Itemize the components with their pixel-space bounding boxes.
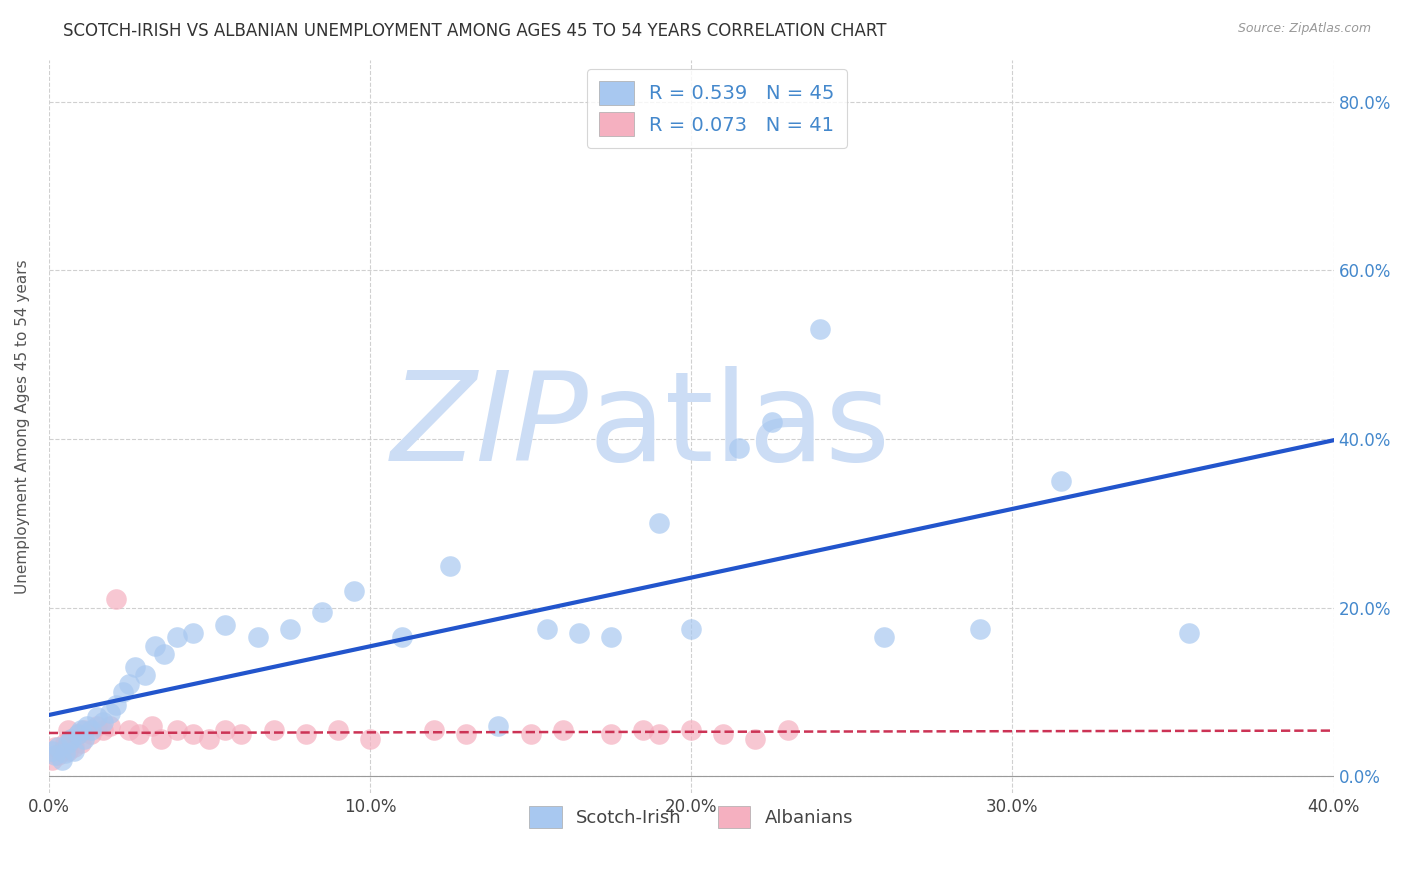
Point [79,723,101,737]
Point [519,727,541,741]
Point [231,727,253,741]
Point [166,630,188,644]
Point [98,706,121,721]
Point [70,723,93,737]
Text: SCOTCH-IRISH VS ALBANIAN UNEMPLOYMENT AMONG AGES 45 TO 54 YEARS CORRELATION CHAR: SCOTCH-IRISH VS ALBANIAN UNEMPLOYMENT AM… [63,22,887,40]
Point [198,731,221,746]
Point [181,727,204,741]
Point [134,668,156,682]
Point [111,685,134,699]
Point [118,676,141,690]
Legend: Scotch-Irish, Albanians: Scotch-Irish, Albanians [522,799,860,836]
Point [343,583,366,598]
Point [53,746,76,760]
Point [359,731,381,746]
Point [326,723,349,737]
Point [391,630,413,644]
Point [776,723,799,737]
Point [536,622,558,636]
Point [44,748,66,763]
Point [648,516,671,531]
Point [44,739,66,754]
Point [648,727,671,741]
Point [51,744,73,758]
Point [681,622,703,636]
Point [98,719,121,733]
Point [599,727,621,741]
Y-axis label: Unemployment Among Ages 45 to 54 years: Unemployment Among Ages 45 to 54 years [15,260,30,594]
Point [551,723,574,737]
Point [568,626,591,640]
Point [66,727,89,741]
Point [105,698,128,712]
Point [48,739,70,754]
Point [969,622,991,636]
Point [166,723,188,737]
Point [263,723,285,737]
Point [51,753,73,767]
Text: ZIP: ZIP [391,366,588,487]
Point [631,723,654,737]
Point [761,415,783,429]
Point [76,719,98,733]
Point [278,622,301,636]
Point [56,744,79,758]
Point [423,723,446,737]
Point [56,723,79,737]
Point [214,723,236,737]
Point [93,714,115,729]
Point [79,727,101,741]
Point [311,605,333,619]
Point [456,727,478,741]
Point [681,723,703,737]
Text: Source: ZipAtlas.com: Source: ZipAtlas.com [1237,22,1371,36]
Point [60,731,83,746]
Point [63,739,86,754]
Point [294,727,316,741]
Point [439,558,461,573]
Point [60,731,83,746]
Point [488,719,510,733]
Point [141,719,163,733]
Point [711,727,734,741]
Point [599,630,621,644]
Point [143,639,166,653]
Point [41,744,63,758]
Point [124,660,146,674]
Point [63,744,86,758]
Point [214,617,236,632]
Point [1049,475,1071,489]
Point [53,736,76,750]
Point [93,723,115,737]
Point [128,727,150,741]
Point [246,630,269,644]
Point [73,723,96,737]
Point [728,441,751,455]
Point [808,322,831,336]
Point [153,647,176,661]
Point [86,710,108,724]
Point [48,748,70,763]
Point [181,626,204,640]
Point [118,723,141,737]
Point [56,736,79,750]
Point [73,731,96,746]
Point [86,719,108,733]
Point [70,736,93,750]
Point [873,630,896,644]
Text: atlas: atlas [588,366,890,487]
Point [150,731,173,746]
Point [105,592,128,607]
Point [744,731,766,746]
Point [66,727,89,741]
Point [41,753,63,767]
Point [1178,626,1201,640]
